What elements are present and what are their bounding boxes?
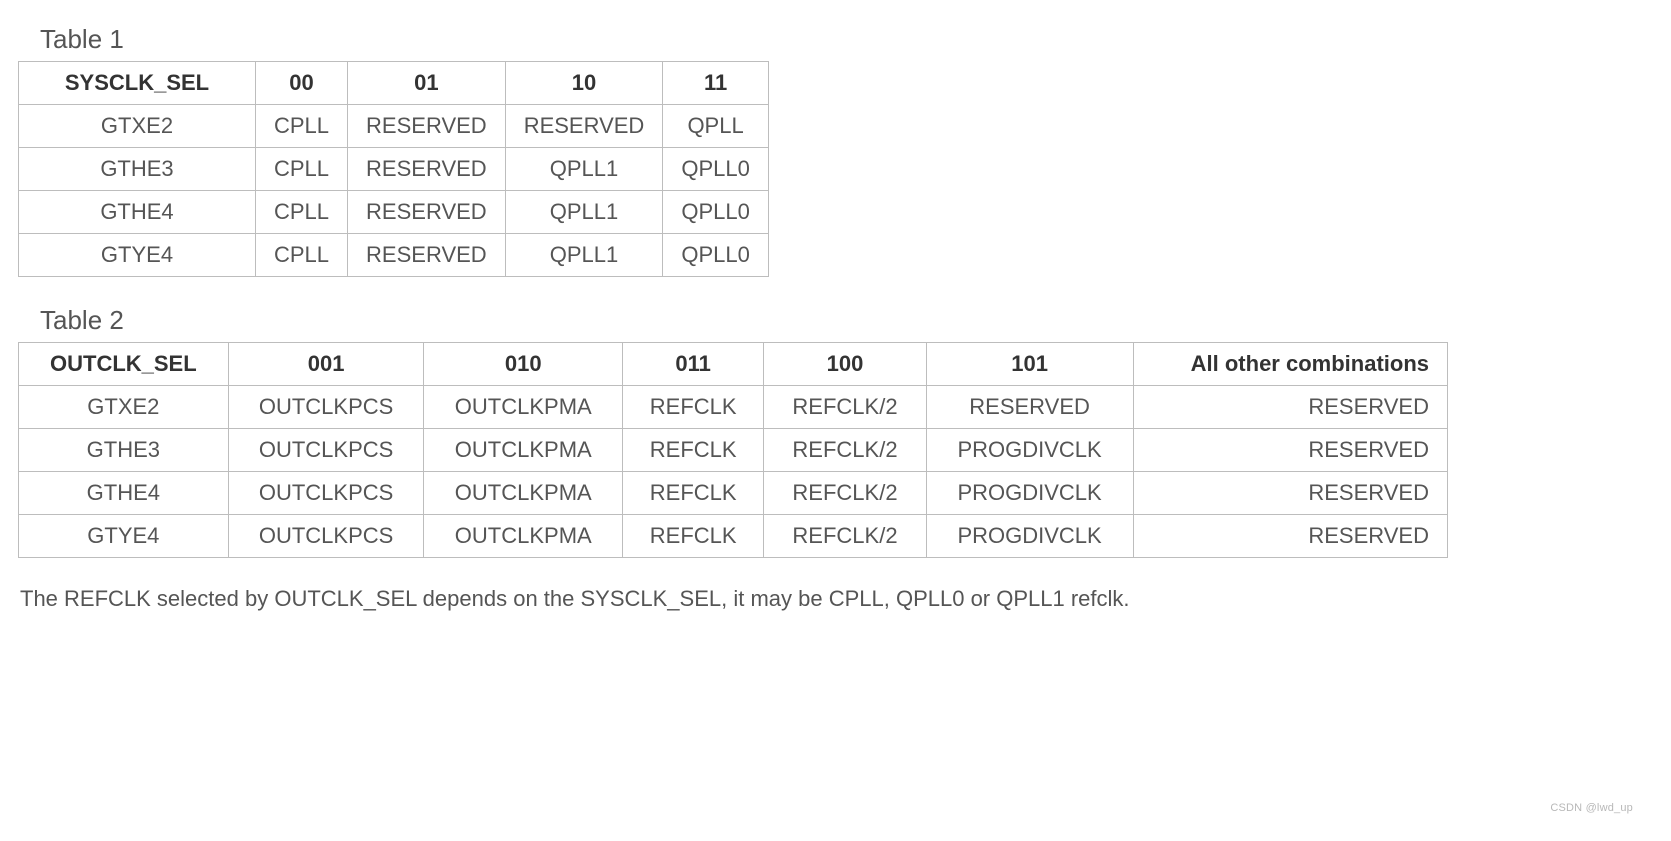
table2-cell: REFCLK	[623, 429, 764, 472]
table1-cell: QPLL0	[663, 191, 769, 234]
table2: OUTCLK_SEL 001 010 011 100 101 All other…	[18, 342, 1448, 558]
table2-cell: GTHE3	[19, 429, 229, 472]
table1-cell: RESERVED	[505, 105, 663, 148]
table1-cell: QPLL1	[505, 148, 663, 191]
table-row: GTHE4 OUTCLKPCS OUTCLKPMA REFCLK REFCLK/…	[19, 472, 1448, 515]
table2-cell: GTYE4	[19, 515, 229, 558]
table2-cell: OUTCLKPCS	[228, 429, 424, 472]
table2-cell: REFCLK/2	[764, 472, 926, 515]
table2-cell: PROGDIVCLK	[926, 472, 1133, 515]
table2-cell: OUTCLKPMA	[424, 515, 623, 558]
table1-cell: CPLL	[256, 148, 348, 191]
table1-cell: RESERVED	[348, 234, 506, 277]
watermark-text: CSDN @lwd_up	[1550, 802, 1633, 814]
table1-header-row: SYSCLK_SEL 00 01 10 11	[19, 62, 769, 105]
table-row: GTYE4 CPLL RESERVED QPLL1 QPLL0	[19, 234, 769, 277]
table-row: GTXE2 CPLL RESERVED RESERVED QPLL	[19, 105, 769, 148]
table1-col-header: 00	[256, 62, 348, 105]
table2-cell: GTXE2	[19, 386, 229, 429]
table2-header-row: OUTCLK_SEL 001 010 011 100 101 All other…	[19, 343, 1448, 386]
table1-cell: RESERVED	[348, 191, 506, 234]
table-row: GTYE4 OUTCLKPCS OUTCLKPMA REFCLK REFCLK/…	[19, 515, 1448, 558]
table2-cell: OUTCLKPCS	[228, 472, 424, 515]
table2-col-header: 001	[228, 343, 424, 386]
table2-cell: REFCLK	[623, 515, 764, 558]
table2-cell: OUTCLKPMA	[424, 386, 623, 429]
table1: SYSCLK_SEL 00 01 10 11 GTXE2 CPLL RESERV…	[18, 61, 769, 277]
table2-cell: OUTCLKPCS	[228, 515, 424, 558]
table1-cell: CPLL	[256, 105, 348, 148]
table2-cell: PROGDIVCLK	[926, 429, 1133, 472]
table1-cell: QPLL1	[505, 234, 663, 277]
table2-cell: RESERVED	[1133, 386, 1447, 429]
table1-title: Table 1	[40, 24, 1653, 55]
table2-cell: OUTCLKPMA	[424, 472, 623, 515]
table2-cell: OUTCLKPMA	[424, 429, 623, 472]
table2-col-header: 010	[424, 343, 623, 386]
table2-cell: GTHE4	[19, 472, 229, 515]
table2-cell: REFCLK/2	[764, 386, 926, 429]
table2-cell: REFCLK	[623, 472, 764, 515]
table2-cell: RESERVED	[1133, 429, 1447, 472]
table2-col-header: All other combinations	[1133, 343, 1447, 386]
table-row: GTXE2 OUTCLKPCS OUTCLKPMA REFCLK REFCLK/…	[19, 386, 1448, 429]
table2-cell: RESERVED	[1133, 472, 1447, 515]
table1-cell: CPLL	[256, 234, 348, 277]
table1-cell: GTYE4	[19, 234, 256, 277]
table2-col-header: 101	[926, 343, 1133, 386]
footnote-text: The REFCLK selected by OUTCLK_SEL depend…	[20, 586, 1653, 612]
table2-cell: REFCLK/2	[764, 429, 926, 472]
table2-cell: PROGDIVCLK	[926, 515, 1133, 558]
table-row: GTHE3 CPLL RESERVED QPLL1 QPLL0	[19, 148, 769, 191]
table1-cell: QPLL1	[505, 191, 663, 234]
table1-col-header: 01	[348, 62, 506, 105]
table2-cell: RESERVED	[1133, 515, 1447, 558]
table1-cell: GTXE2	[19, 105, 256, 148]
table1-cell: RESERVED	[348, 148, 506, 191]
table-row: GTHE4 CPLL RESERVED QPLL1 QPLL0	[19, 191, 769, 234]
table1-col-header: SYSCLK_SEL	[19, 62, 256, 105]
table-row: GTHE3 OUTCLKPCS OUTCLKPMA REFCLK REFCLK/…	[19, 429, 1448, 472]
table1-cell: RESERVED	[348, 105, 506, 148]
table1-col-header: 10	[505, 62, 663, 105]
table1-cell: GTHE4	[19, 191, 256, 234]
table2-cell: REFCLK	[623, 386, 764, 429]
table1-cell: QPLL0	[663, 234, 769, 277]
table2-cell: REFCLK/2	[764, 515, 926, 558]
table2-col-header: 100	[764, 343, 926, 386]
table1-cell: QPLL	[663, 105, 769, 148]
table1-cell: GTHE3	[19, 148, 256, 191]
page-container: Table 1 SYSCLK_SEL 00 01 10 11 GTXE2 CPL…	[18, 24, 1653, 824]
table2-col-header: 011	[623, 343, 764, 386]
table1-cell: CPLL	[256, 191, 348, 234]
table2-cell: RESERVED	[926, 386, 1133, 429]
table2-col-header: OUTCLK_SEL	[19, 343, 229, 386]
table2-cell: OUTCLKPCS	[228, 386, 424, 429]
table1-col-header: 11	[663, 62, 769, 105]
table2-title: Table 2	[40, 305, 1653, 336]
table1-cell: QPLL0	[663, 148, 769, 191]
